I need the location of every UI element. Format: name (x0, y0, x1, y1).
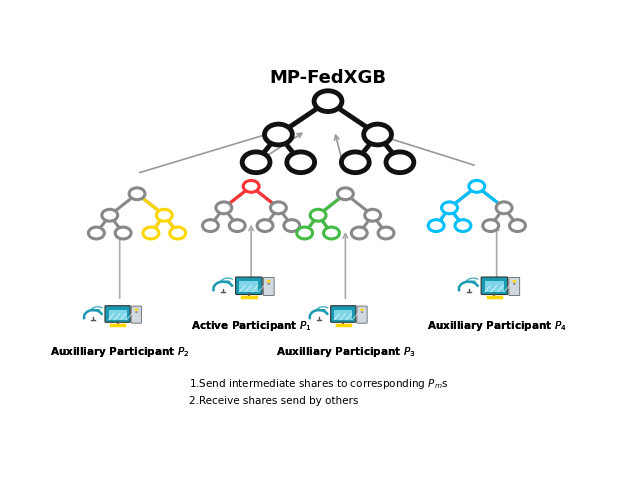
FancyBboxPatch shape (263, 278, 274, 296)
Circle shape (268, 283, 270, 285)
Circle shape (324, 228, 339, 240)
Circle shape (257, 220, 273, 232)
FancyBboxPatch shape (481, 277, 508, 295)
Text: Active Participant $P_1$: Active Participant $P_1$ (191, 318, 312, 332)
Circle shape (513, 283, 516, 285)
Circle shape (378, 228, 394, 240)
Circle shape (337, 189, 353, 200)
Circle shape (364, 125, 392, 145)
Bar (239, 282, 259, 292)
Circle shape (115, 228, 131, 240)
Circle shape (483, 220, 499, 232)
Text: 1.Send intermediate shares to corresponding $P_m$s: 1.Send intermediate shares to correspond… (189, 376, 449, 390)
Text: Auxilliary Participant $P_3$: Auxilliary Participant $P_3$ (276, 344, 415, 358)
FancyBboxPatch shape (509, 278, 520, 296)
Circle shape (361, 312, 364, 313)
FancyBboxPatch shape (357, 306, 367, 324)
Circle shape (314, 92, 342, 112)
Text: Auxilliary Participant $P_2$: Auxilliary Participant $P_2$ (50, 344, 189, 358)
Circle shape (513, 280, 516, 283)
Circle shape (428, 220, 444, 232)
Text: Auxilliary Participant $P_4$: Auxilliary Participant $P_4$ (427, 318, 566, 332)
Circle shape (243, 181, 259, 193)
Text: 2.Receive shares send by others: 2.Receive shares send by others (189, 395, 358, 405)
Circle shape (264, 125, 292, 145)
Circle shape (310, 210, 326, 222)
Circle shape (202, 220, 218, 232)
Circle shape (365, 210, 381, 222)
Circle shape (442, 203, 458, 214)
Text: Auxilliary Participant $P_2$: Auxilliary Participant $P_2$ (50, 344, 189, 358)
FancyBboxPatch shape (105, 306, 130, 323)
Circle shape (135, 312, 138, 313)
Circle shape (341, 153, 369, 173)
Circle shape (271, 203, 286, 214)
Text: Auxilliary Participant $P_4$: Auxilliary Participant $P_4$ (427, 318, 566, 332)
Bar (109, 310, 127, 320)
Circle shape (496, 203, 512, 214)
FancyBboxPatch shape (331, 306, 356, 323)
Circle shape (102, 210, 118, 222)
Circle shape (170, 228, 186, 240)
Circle shape (284, 220, 300, 232)
Bar (485, 282, 504, 292)
Circle shape (351, 228, 367, 240)
Circle shape (129, 189, 145, 200)
Circle shape (267, 280, 271, 283)
Circle shape (386, 153, 414, 173)
Text: MP-FedXGB: MP-FedXGB (269, 69, 387, 87)
Circle shape (297, 228, 312, 240)
Circle shape (242, 153, 270, 173)
Circle shape (229, 220, 245, 232)
FancyBboxPatch shape (131, 306, 141, 324)
Circle shape (469, 181, 484, 193)
Circle shape (88, 228, 104, 240)
Bar (334, 310, 352, 320)
Circle shape (156, 210, 172, 222)
Circle shape (509, 220, 525, 232)
Circle shape (216, 203, 232, 214)
Text: Active Participant $P_1$: Active Participant $P_1$ (191, 318, 312, 332)
Circle shape (134, 309, 138, 312)
Text: Auxilliary Participant $P_3$: Auxilliary Participant $P_3$ (276, 344, 415, 358)
Circle shape (455, 220, 471, 232)
Circle shape (360, 309, 364, 312)
Circle shape (287, 153, 315, 173)
FancyBboxPatch shape (236, 277, 262, 295)
Circle shape (143, 228, 159, 240)
